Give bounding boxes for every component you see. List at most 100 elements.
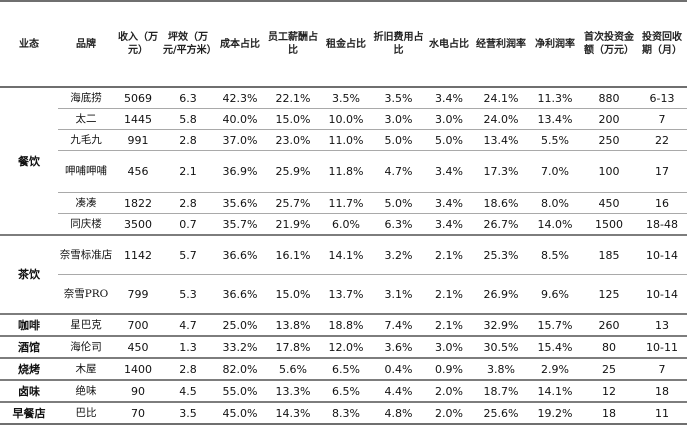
value-cell: 6.0% — [320, 213, 372, 235]
value-cell: 2.1% — [425, 234, 473, 275]
value-cell: 5.3 — [162, 274, 214, 314]
value-cell: 3.4% — [425, 192, 473, 214]
brand-cell: 海底捞 — [70, 91, 102, 104]
value-cell: 7 — [637, 108, 687, 130]
value-cell: 13.3% — [266, 379, 320, 402]
table-row: 奈雪PRO 799 5.3 36.6% 15.0% 13.7% 3.1% 2.1% 26.9% 9… — [0, 274, 687, 314]
value-cell: 7.4% — [372, 313, 425, 336]
value-cell: 7 — [637, 357, 687, 380]
value-cell: 1445 — [114, 108, 162, 130]
brand-cell: 绝味 — [58, 379, 114, 402]
table-row: 酒馆 海伦司 450 1.3 33.2% 17.8% 12.0% 3.6% 3.0% 30.5% 1… — [0, 335, 687, 358]
value-cell: 3.2% — [372, 234, 425, 275]
value-cell: 2.1% — [425, 274, 473, 314]
value-cell: 15.4% — [529, 335, 581, 358]
value-cell: 16.1% — [266, 234, 320, 275]
value-cell: 3.5 — [162, 401, 214, 425]
value-cell: 25.0% — [214, 313, 266, 336]
value-cell: 4.8% — [372, 401, 425, 425]
value-cell: 3.6% — [372, 335, 425, 358]
value-cell: 700 — [114, 313, 162, 336]
col-header-depreciation-ratio: 折旧费用占比 — [373, 32, 424, 56]
value-cell: 11.3% — [537, 91, 573, 105]
table-row: 咖啡 星巴克 700 4.7 25.0% 13.8% 18.8% 7.4% 2.1% 32.9% 1… — [0, 313, 687, 336]
value-cell: 22 — [637, 129, 687, 151]
value-cell: 125 — [581, 274, 637, 314]
value-cell: 456 — [114, 150, 162, 193]
value-cell: 12.0% — [320, 335, 372, 358]
value-cell: 2.1% — [425, 313, 473, 336]
value-cell: 16 — [637, 192, 687, 214]
value-cell: 11.0% — [320, 129, 372, 151]
value-cell: 880 — [598, 91, 620, 105]
value-cell: 13 — [637, 313, 687, 336]
value-cell: 200 — [581, 108, 637, 130]
value-cell: 2.1 — [162, 150, 214, 193]
value-cell: 3.0% — [372, 108, 425, 130]
value-cell: 19.2% — [529, 401, 581, 425]
table-row: 餐饮 海底捞 5069 6.3 42.3% 22.1% 3.5% 3.5% 3.4% 24.1% 1… — [0, 87, 687, 168]
value-cell: 6.5% — [320, 379, 372, 402]
format-cell: 酒馆 — [0, 335, 58, 358]
value-cell: 8.5% — [529, 234, 581, 275]
value-cell: 18 — [581, 401, 637, 425]
format-cell: 卤味 — [0, 379, 58, 402]
brand-cell: 木屋 — [58, 357, 114, 380]
value-cell: 10-11 — [637, 335, 687, 358]
table-row: 茶饮 奈雪标准店 1142 5.7 36.6% 16.1% 14.1% 3.2% 2.1% 25.… — [0, 234, 687, 314]
col-header-revenue: 收入（万元） — [118, 32, 158, 56]
value-cell: 3.5% — [384, 91, 413, 105]
value-cell: 2.8 — [162, 129, 214, 151]
brand-cell: 巴比 — [58, 401, 114, 425]
value-cell: 2.0% — [425, 401, 473, 425]
value-cell: 30.5% — [473, 335, 529, 358]
value-cell: 13.4% — [529, 108, 581, 130]
value-cell: 2.9% — [529, 357, 581, 380]
table-row: 烧烤 木屋 1400 2.8 82.0% 5.6% 6.5% 0.4% 0.9% 3.8% 2.9%… — [0, 357, 687, 380]
value-cell: 7.0% — [529, 150, 581, 193]
value-cell: 40.0% — [214, 108, 266, 130]
col-header-net-margin: 净利润率 — [535, 38, 575, 50]
value-cell: 0.4% — [372, 357, 425, 380]
value-cell: 3.0% — [425, 108, 473, 130]
value-cell: 25 — [581, 357, 637, 380]
value-cell: 18 — [637, 379, 687, 402]
value-cell: 1142 — [114, 234, 162, 275]
format-cell: 餐饮 — [18, 154, 40, 168]
table-row: 九毛九 991 2.8 37.0% 23.0% 11.0% 5.0% 5.0% 13.4% 5.5… — [0, 129, 687, 151]
value-cell: 5.8 — [162, 108, 214, 130]
value-cell: 3.1% — [372, 274, 425, 314]
value-cell: 45.0% — [214, 401, 266, 425]
value-cell: 18.6% — [473, 192, 529, 214]
value-cell: 9.6% — [529, 274, 581, 314]
value-cell: 14.1% — [320, 234, 372, 275]
table-row: 卤味 绝味 90 4.5 55.0% 13.3% 6.5% 4.4% 2.0% 18.7% 14.1… — [0, 379, 687, 402]
value-cell: 3.0% — [425, 335, 473, 358]
value-cell: 13.7% — [320, 274, 372, 314]
value-cell: 8.0% — [529, 192, 581, 214]
value-cell: 6.3 — [179, 91, 197, 105]
value-cell: 24.0% — [473, 108, 529, 130]
value-cell: 18.7% — [473, 379, 529, 402]
value-cell: 6.3% — [372, 213, 425, 235]
value-cell: 35.6% — [214, 192, 266, 214]
value-cell: 5.6% — [266, 357, 320, 380]
value-cell: 15.0% — [266, 274, 320, 314]
value-cell: 17.8% — [266, 335, 320, 358]
table-row: 早餐店 巴比 70 3.5 45.0% 14.3% 8.3% 4.8% 2.0% 25.6% 19.… — [0, 401, 687, 425]
table-body: 餐饮 海底捞 5069 6.3 42.3% 22.1% 3.5% 3.5% 3.4% 24.1% 1… — [0, 87, 687, 425]
value-cell: 21.9% — [266, 213, 320, 235]
header-row: 业态 品牌 收入（万元） 坪效（万元/平方米） 成本占比 员工薪酬占比 租金占比… — [0, 1, 687, 87]
value-cell: 260 — [581, 313, 637, 336]
value-cell: 2.8 — [162, 357, 214, 380]
value-cell: 100 — [581, 150, 637, 193]
value-cell: 1400 — [114, 357, 162, 380]
value-cell: 36.6% — [214, 274, 266, 314]
value-cell: 2.8 — [162, 192, 214, 214]
value-cell: 3.4% — [425, 213, 473, 235]
value-cell: 11 — [637, 401, 687, 425]
value-cell: 35.7% — [214, 213, 266, 235]
value-cell: 22.1% — [275, 91, 311, 105]
value-cell: 10-14 — [637, 274, 687, 314]
